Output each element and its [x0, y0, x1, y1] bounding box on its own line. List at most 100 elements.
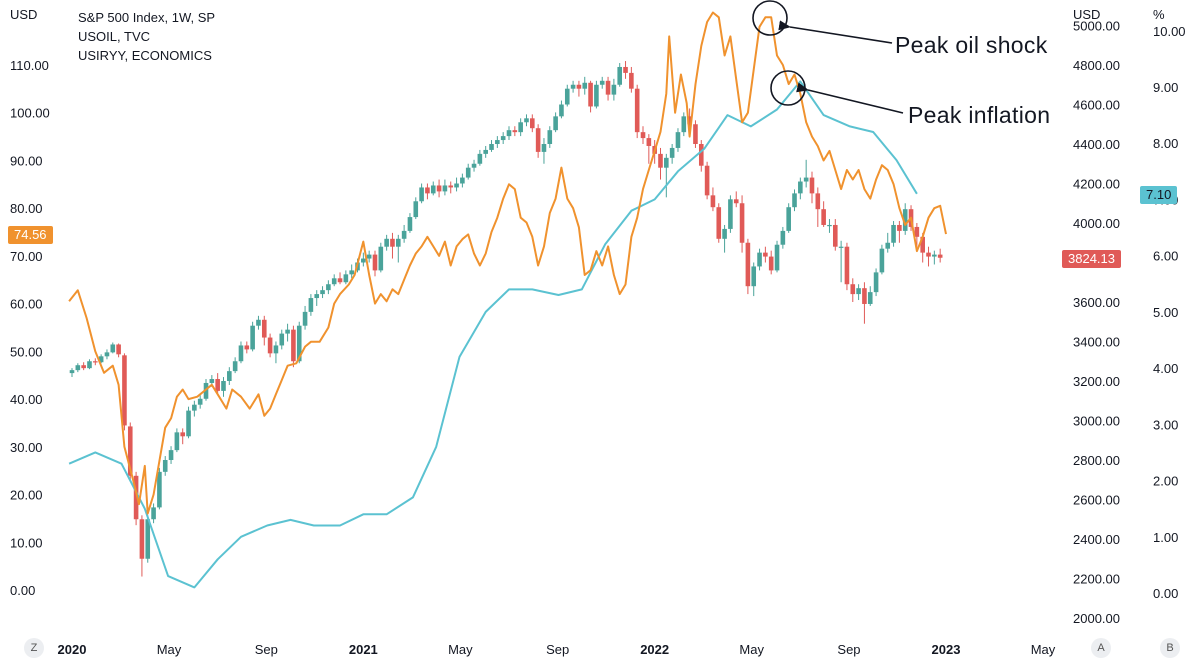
legend-usiryy[interactable]: USIRYY, ECONOMICS [78, 48, 212, 63]
sp500-candle [349, 264, 354, 279]
inflation-tick-label: 1.00 [1153, 530, 1178, 545]
sp500-candle [326, 280, 331, 295]
sp500-price-tag: 3824.13 [1062, 250, 1121, 268]
oil-tick-label: 10.00 [10, 535, 43, 550]
sp500-candle [867, 286, 873, 306]
annotations [752, 0, 904, 114]
sp500-candle [681, 112, 687, 137]
auto-scale-button[interactable]: A [1091, 638, 1111, 658]
oil-tick-label: 0.00 [10, 583, 35, 598]
legend-sp500[interactable]: S&P 500 Index, 1W, SP [78, 10, 216, 25]
sp500-candle [489, 140, 494, 152]
sp500-candle [885, 232, 891, 253]
sp500-candle [902, 203, 908, 235]
sp500-candle [856, 284, 861, 301]
inflation-axis-unit: % [1153, 7, 1165, 22]
time-tick-label: 2020 [58, 642, 87, 657]
sp500-candle [337, 272, 343, 285]
sp500-candle [320, 286, 325, 299]
oil-axis: 0.00 10.00 20.00 30.00 40.00 50.00 60.00 70.00 8… [10, 58, 50, 598]
sp500-candle [780, 226, 786, 249]
time-tick-label: Sep [546, 642, 569, 657]
sp500-axis-unit: USD [1073, 7, 1101, 22]
sp500-candle [553, 112, 558, 133]
sp500-candle [570, 80, 576, 93]
sp500-candle [664, 153, 669, 198]
zoom-button[interactable]: Z [24, 638, 44, 658]
oil-tick-label: 40.00 [10, 392, 43, 407]
sp500-tick-label: 4000.00 [1073, 216, 1120, 231]
sp500-candle [454, 177, 459, 192]
sp500-candle [308, 294, 314, 316]
sp500-candle [104, 349, 110, 360]
sp500-candle [430, 181, 436, 196]
sp500-candle [407, 213, 413, 233]
legend-usoil[interactable]: USOIL, TVC [78, 29, 151, 44]
sp500-tick-label: 2200.00 [1073, 572, 1120, 587]
sp500-candle [623, 61, 628, 79]
sp500-candle [168, 446, 174, 464]
sp500-candle [704, 161, 710, 200]
sp500-tick-label: 3600.00 [1073, 295, 1120, 310]
sp500-candle [646, 134, 652, 164]
sp500-candle [873, 268, 879, 297]
sp500-candle [116, 343, 121, 358]
inflation-tick-label: 9.00 [1153, 80, 1178, 95]
inflation-tick-label: 3.00 [1153, 417, 1178, 432]
sp500-candle [675, 128, 681, 152]
sp500-candle [221, 377, 226, 397]
sp500-tick-label: 3200.00 [1073, 374, 1120, 389]
sp500-candle [786, 203, 791, 233]
oil-tick-label: 20.00 [10, 488, 43, 503]
sp500-tick-label: 2400.00 [1073, 532, 1120, 547]
sp500-candle [698, 140, 704, 172]
sp500-candle [477, 149, 483, 166]
sp500-tick-label: 4600.00 [1073, 98, 1120, 113]
sp500-tick-label: 5000.00 [1073, 19, 1120, 34]
peak-oil-circle [752, 0, 788, 36]
sp500-candle [937, 248, 943, 263]
sp500-tick-label: 2600.00 [1073, 493, 1120, 508]
inflation-price-tag: 7.10 [1140, 186, 1178, 204]
time-tick-label: Sep [255, 642, 278, 657]
sp500-tick-label: 4200.00 [1073, 177, 1120, 192]
sp500-candle [506, 126, 512, 141]
sp500-candle [81, 362, 86, 371]
sp500-candle [151, 503, 156, 524]
oil-price-tag: 74.56 [8, 226, 53, 244]
sp500-candle [827, 219, 832, 233]
oil-tick-label: 90.00 [10, 153, 43, 168]
sp500-candle [832, 219, 838, 251]
sp500-tick-label: 4400.00 [1073, 137, 1120, 152]
sp500-candle [617, 63, 623, 87]
sp500-candle [157, 467, 162, 510]
sp500-candles [69, 61, 943, 577]
inflation-tick-label: 10.00 [1153, 24, 1186, 39]
sp500-candle [763, 246, 768, 263]
peak-inflation-arrow [796, 82, 904, 114]
sp500-candle [862, 282, 867, 324]
time-axis: 2020 May Sep 2021 May Sep 2022 May Sep 2023 May [58, 642, 1056, 657]
time-tick-label: May [157, 642, 182, 657]
sp500-candle [361, 252, 366, 267]
sp500-candle [733, 191, 739, 208]
sp500-tick-label: 4800.00 [1073, 58, 1120, 73]
sp500-candle [611, 78, 617, 101]
sp500-candle [891, 221, 896, 247]
sp500-candle [774, 240, 780, 273]
sp500-candle [576, 80, 582, 97]
inflation-tick-label: 0.00 [1153, 586, 1178, 601]
sp500-candle [133, 471, 139, 526]
sp500-candle [162, 456, 168, 476]
sp500-candle [541, 138, 547, 164]
oil-tick-label: 50.00 [10, 344, 43, 359]
sp500-candle [838, 240, 844, 283]
sp500-candle [366, 250, 372, 263]
oil-tick-label: 100.00 [10, 106, 50, 121]
sp500-candle [261, 315, 267, 346]
sp500-candle [495, 136, 500, 148]
sp500-candle [442, 179, 448, 196]
sp500-candle [174, 428, 180, 453]
right-scale-button[interactable]: B [1160, 638, 1180, 658]
